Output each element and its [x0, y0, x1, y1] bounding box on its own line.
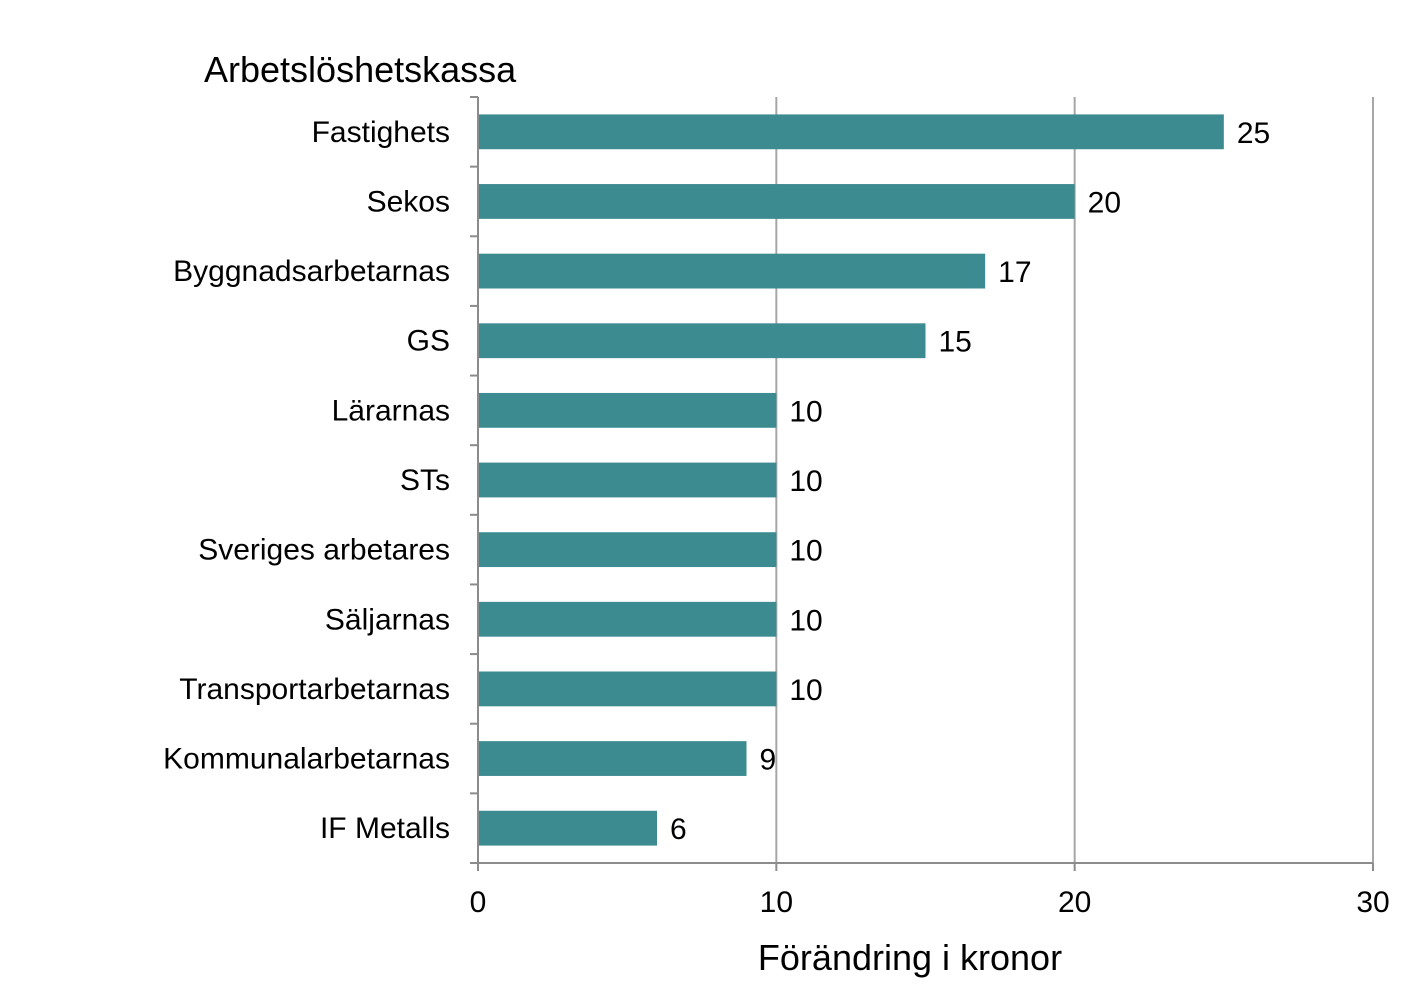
bar-7 — [478, 601, 777, 637]
category-label-3: GS — [407, 325, 450, 358]
data-label-4: 10 — [789, 395, 822, 428]
labels: Fastighets 25 Sekos 20 Byggnadsarbetarnas 17 G… — [163, 116, 1390, 919]
data-label-10: 6 — [670, 813, 687, 846]
data-label-0: 25 — [1237, 117, 1270, 150]
data-label-8: 10 — [789, 674, 822, 707]
bar-1 — [478, 184, 1075, 219]
bar-4 — [478, 392, 777, 428]
category-label-1: Sekos — [367, 185, 450, 218]
category-label-4: Lärarnas — [332, 394, 450, 427]
x-tick-label-30: 30 — [1356, 886, 1389, 919]
x-tick-label-10: 10 — [760, 886, 793, 919]
data-label-1: 20 — [1088, 186, 1121, 219]
data-label-2: 17 — [998, 256, 1031, 289]
category-label-9: Kommunalarbetarnas — [163, 743, 450, 776]
bar-0 — [478, 114, 1224, 150]
bar-5 — [478, 462, 777, 498]
x-tick-label-0: 0 — [470, 886, 487, 919]
bar-8 — [478, 671, 777, 707]
data-label-3: 15 — [939, 326, 972, 359]
category-label-0: Fastighets — [312, 116, 450, 149]
bars — [478, 114, 1224, 846]
data-label-9: 9 — [760, 744, 777, 777]
bar-6 — [478, 532, 777, 568]
axes — [470, 96, 1374, 871]
category-label-7: Säljarnas — [325, 603, 450, 636]
category-label-10: IF Metalls — [320, 812, 450, 845]
x-tick-label-20: 20 — [1058, 886, 1091, 919]
category-label-2: Byggnadsarbetarnas — [173, 255, 450, 288]
data-label-5: 10 — [789, 465, 822, 498]
category-axis-title: Arbetslöshetskassa — [204, 49, 517, 90]
x-axis-title: Förändring i kronor — [758, 937, 1062, 978]
bar-2 — [478, 253, 986, 289]
data-label-6: 10 — [789, 535, 822, 568]
category-label-6: Sveriges arbetares — [198, 534, 450, 567]
data-label-7: 10 — [789, 604, 822, 637]
category-label-8: Transportarbetarnas — [179, 673, 450, 706]
bar-3 — [478, 323, 926, 359]
category-label-5: STs — [400, 464, 450, 497]
bar-10 — [478, 810, 657, 846]
bar-9 — [478, 741, 747, 776]
